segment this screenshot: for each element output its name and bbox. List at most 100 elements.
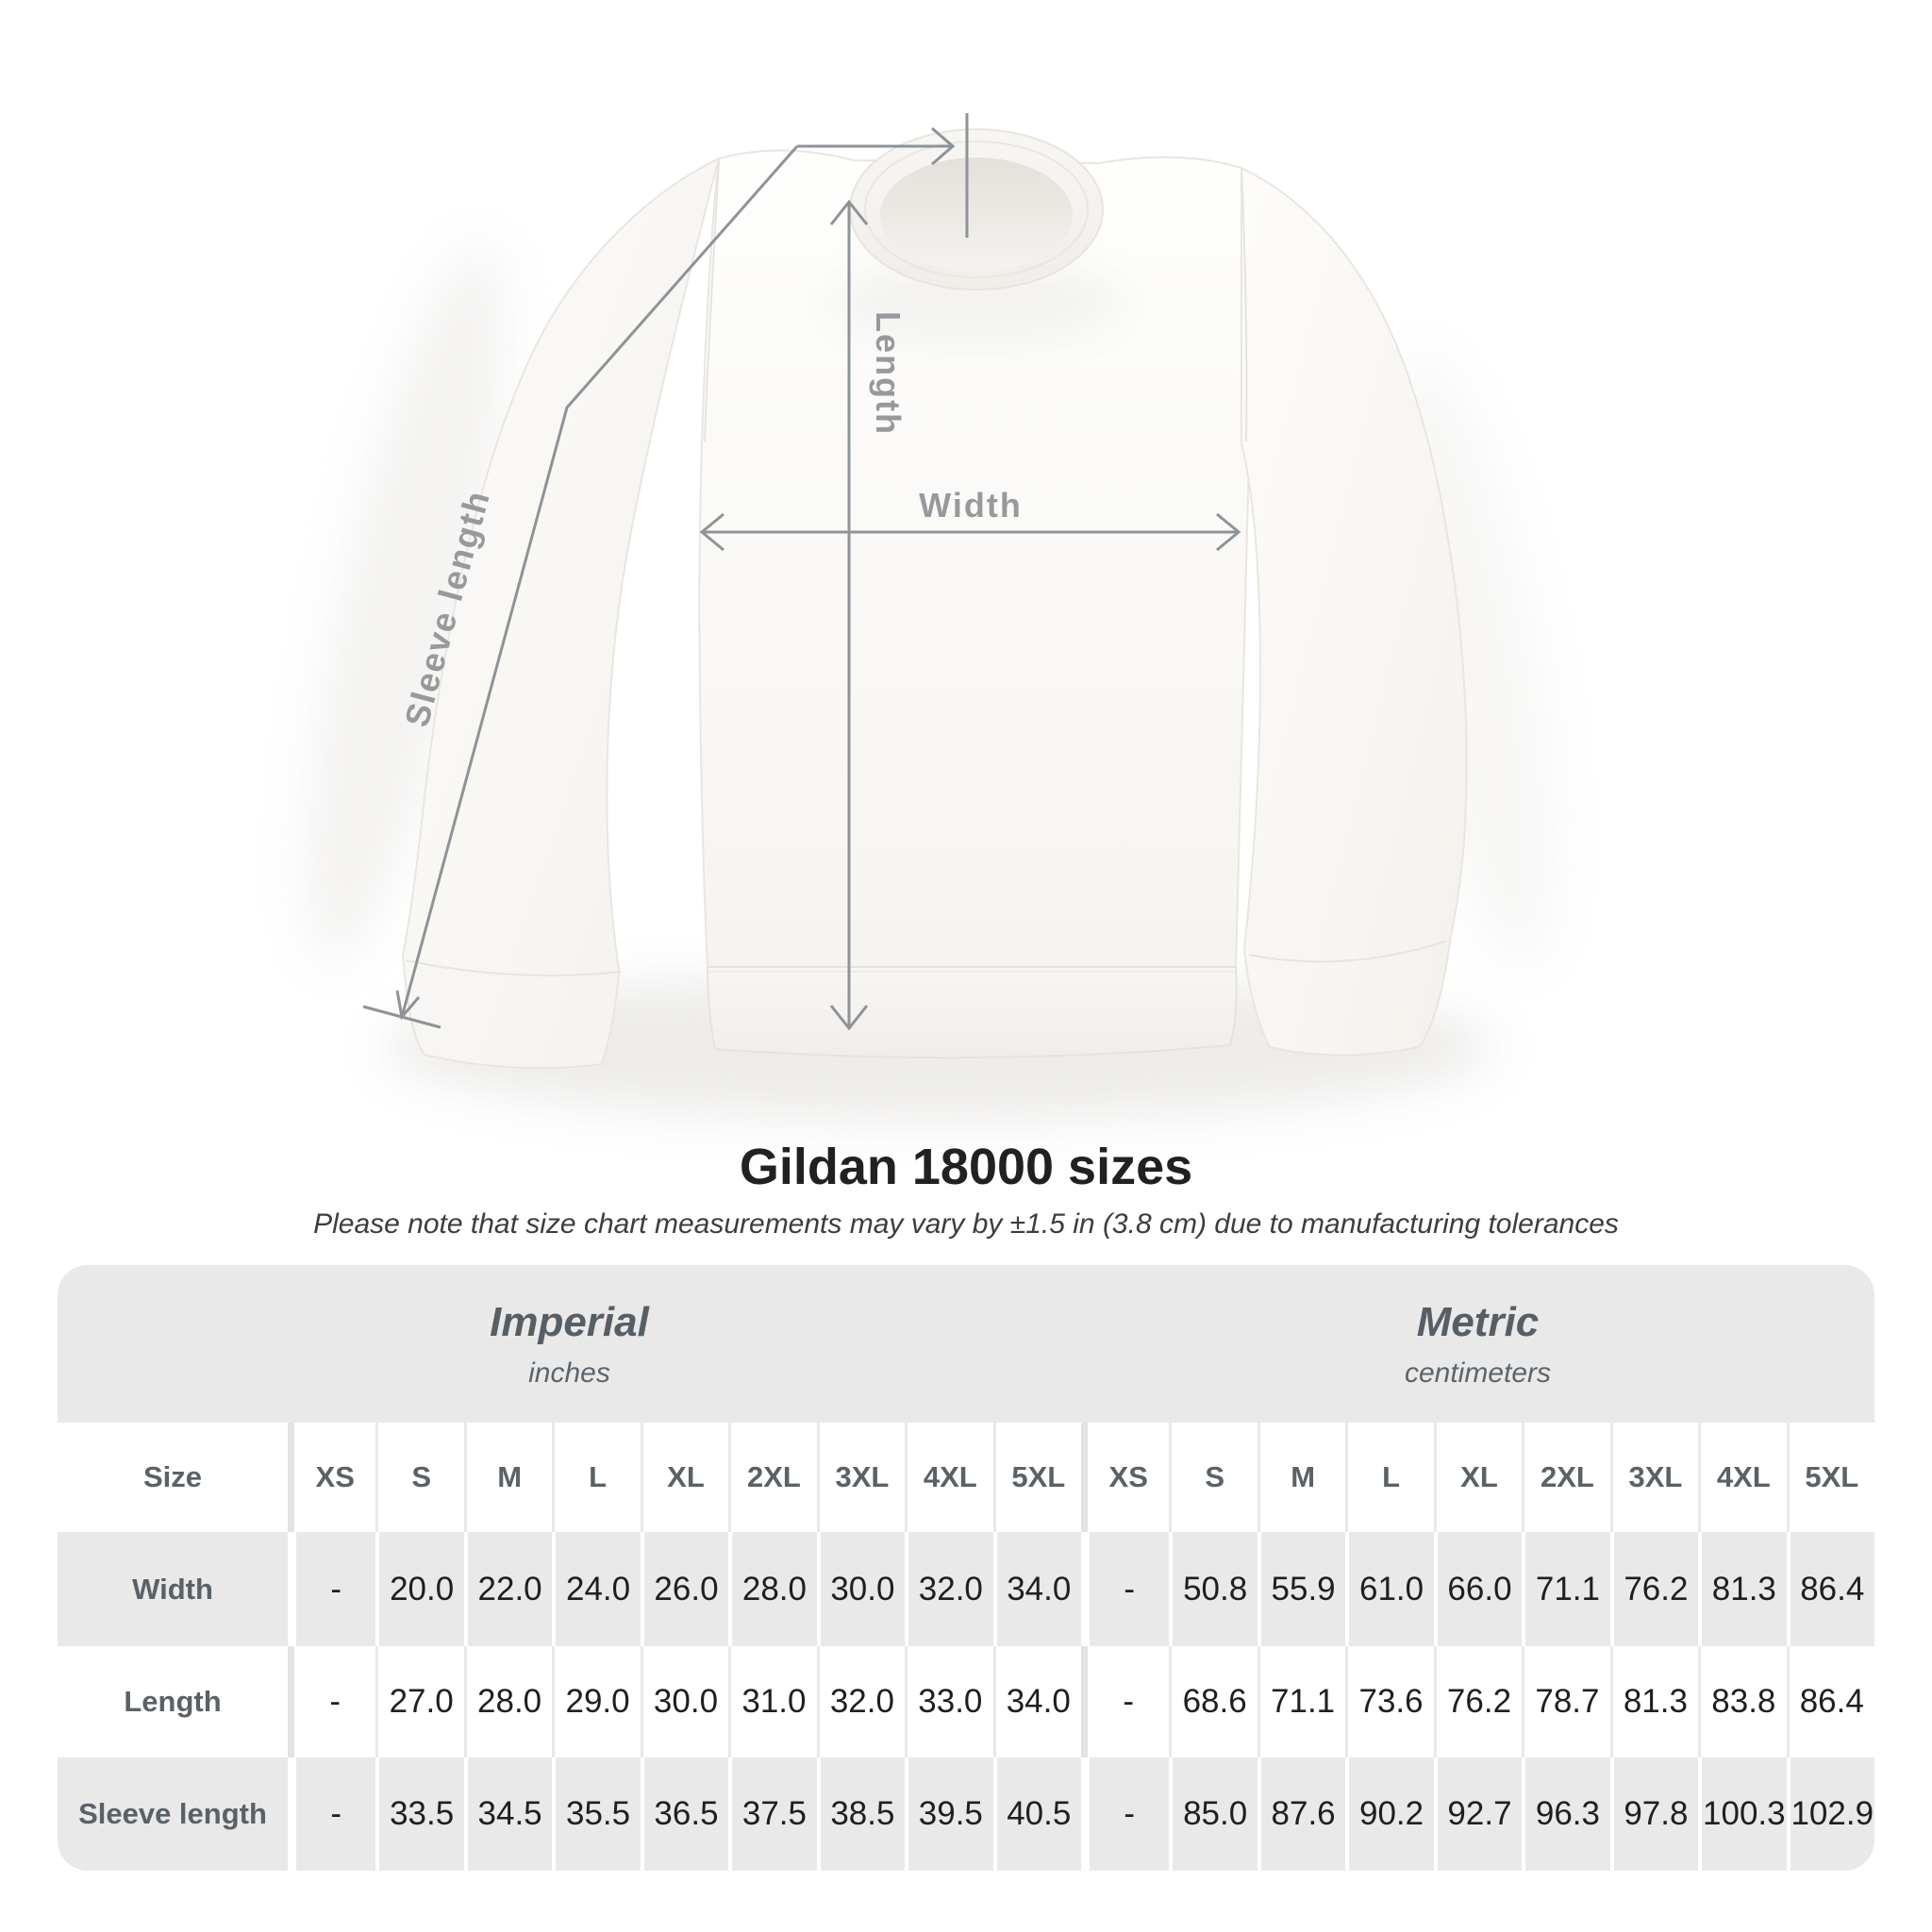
title-block: Gildan 18000 sizes Please note that size… [0,1138,1932,1245]
left-cuff-seam [405,959,622,976]
table-cell: 26.0 [640,1532,729,1646]
table-cell: 28.0 [728,1532,817,1646]
sweatshirt-right-sleeve [1240,166,1468,1057]
page-title: Gildan 18000 sizes [739,1139,1193,1195]
table-cell: 33.5 [375,1757,464,1871]
table-cell: 81.3 [1609,1646,1699,1757]
table-cell: 73.6 [1345,1646,1434,1757]
unit-group-metric: Metric centimeters [1080,1265,1874,1423]
size-header: S [1169,1423,1257,1532]
table-cell: 71.1 [1257,1646,1346,1757]
left-armhole-seam [704,161,720,442]
table-cell: 36.5 [640,1757,729,1871]
sweatshirt-waistband [706,966,1238,1059]
table-cell: 92.7 [1433,1757,1523,1871]
size-header: 2XL [728,1423,817,1532]
table-cell: 83.8 [1698,1646,1787,1757]
width-arrow [699,512,1241,552]
size-header: L [552,1423,641,1532]
row-label-length: Length [58,1646,288,1757]
row-label-width: Width [58,1532,288,1646]
table-cell: 90.2 [1345,1757,1434,1871]
size-header: 5XL [1786,1423,1874,1532]
table-cell: 33.0 [905,1646,993,1757]
table-cell: 97.8 [1609,1757,1699,1871]
table-cell: 86.4 [1786,1646,1874,1757]
table-cell: 50.8 [1169,1532,1257,1646]
table-cell: 38.5 [816,1757,906,1871]
sweatshirt-left-sleeve [401,157,721,1070]
table-cell: 22.0 [463,1532,553,1646]
table-cell: 61.0 [1345,1532,1434,1646]
table-cell: 86.4 [1786,1532,1874,1646]
imperial-label: Imperial [490,1298,649,1345]
table-cell: - [1080,1757,1170,1871]
table-cell: 34.0 [992,1532,1081,1646]
table-cell: 32.0 [816,1646,906,1757]
table-cell: 39.5 [905,1757,993,1871]
table-cell: - [288,1757,376,1871]
collar [825,128,1127,341]
table-cell: 78.7 [1522,1646,1610,1757]
row-label-sleeve-length: Sleeve length [58,1757,288,1871]
table-cell: 32.0 [905,1532,993,1646]
table-cell: 34.5 [463,1757,553,1871]
table-cell: 37.5 [728,1757,817,1871]
table-cell: 71.1 [1522,1532,1610,1646]
size-chart-table: Imperial inches Metric centimeters Size … [58,1265,1874,1871]
size-header: XS [288,1423,376,1532]
size-header: L [1345,1423,1434,1532]
size-header: 3XL [816,1423,906,1532]
right-cuff-seam [1248,941,1446,963]
table-cell: - [1080,1646,1170,1757]
table-cell: 30.0 [816,1532,906,1646]
width-label: Width [919,486,1023,525]
table-cell: 27.0 [375,1646,464,1757]
table-cell: 96.3 [1522,1757,1610,1871]
table-cell: - [288,1646,376,1757]
right-armhole-seam [1241,167,1248,442]
table-cell: - [288,1532,376,1646]
imperial-unit: inches [528,1357,610,1389]
table-cell: 66.0 [1433,1532,1523,1646]
length-arrow [829,199,869,1031]
size-header: M [1257,1423,1346,1532]
table-cell: 24.0 [552,1532,641,1646]
table-cell: 102.9 [1786,1757,1874,1871]
sweatshirt-body [698,149,1250,968]
size-header: 5XL [992,1423,1081,1532]
table-cell: 29.0 [552,1646,641,1757]
size-header: M [463,1423,553,1532]
length-label: Length [869,311,908,436]
size-header: 4XL [905,1423,993,1532]
metric-label: Metric [1416,1298,1540,1345]
size-header: S [375,1423,464,1532]
table-cell: 85.0 [1169,1757,1257,1871]
size-header: XS [1080,1423,1170,1532]
table-cell: 87.6 [1257,1757,1346,1871]
sleeve-length-arrow [362,126,956,1029]
table-cell: 81.3 [1698,1532,1787,1646]
table-cell: 34.0 [992,1646,1081,1757]
unit-group-imperial: Imperial inches [58,1265,1081,1423]
table-cell: 20.0 [375,1532,464,1646]
table-cell: 35.5 [552,1757,641,1871]
table-cell: 100.3 [1698,1757,1787,1871]
size-header: 2XL [1522,1423,1610,1532]
sweatshirt-diagram: Length Width Sleeve length [305,113,1557,1121]
size-header: 3XL [1609,1423,1699,1532]
tolerance-note: Please note that size chart measurements… [313,1208,1619,1240]
table-cell: 31.0 [728,1646,817,1757]
table-cell: 55.9 [1257,1532,1346,1646]
table-cell: - [1080,1532,1170,1646]
size-header: XL [640,1423,729,1532]
size-column-header: Size [58,1423,288,1532]
size-header: 4XL [1698,1423,1787,1532]
size-header: XL [1433,1423,1523,1532]
metric-unit: centimeters [1404,1357,1552,1389]
table-cell: 28.0 [463,1646,553,1757]
table-cell: 30.0 [640,1646,729,1757]
table-cell: 76.2 [1609,1532,1699,1646]
table-cell: 76.2 [1433,1646,1523,1757]
